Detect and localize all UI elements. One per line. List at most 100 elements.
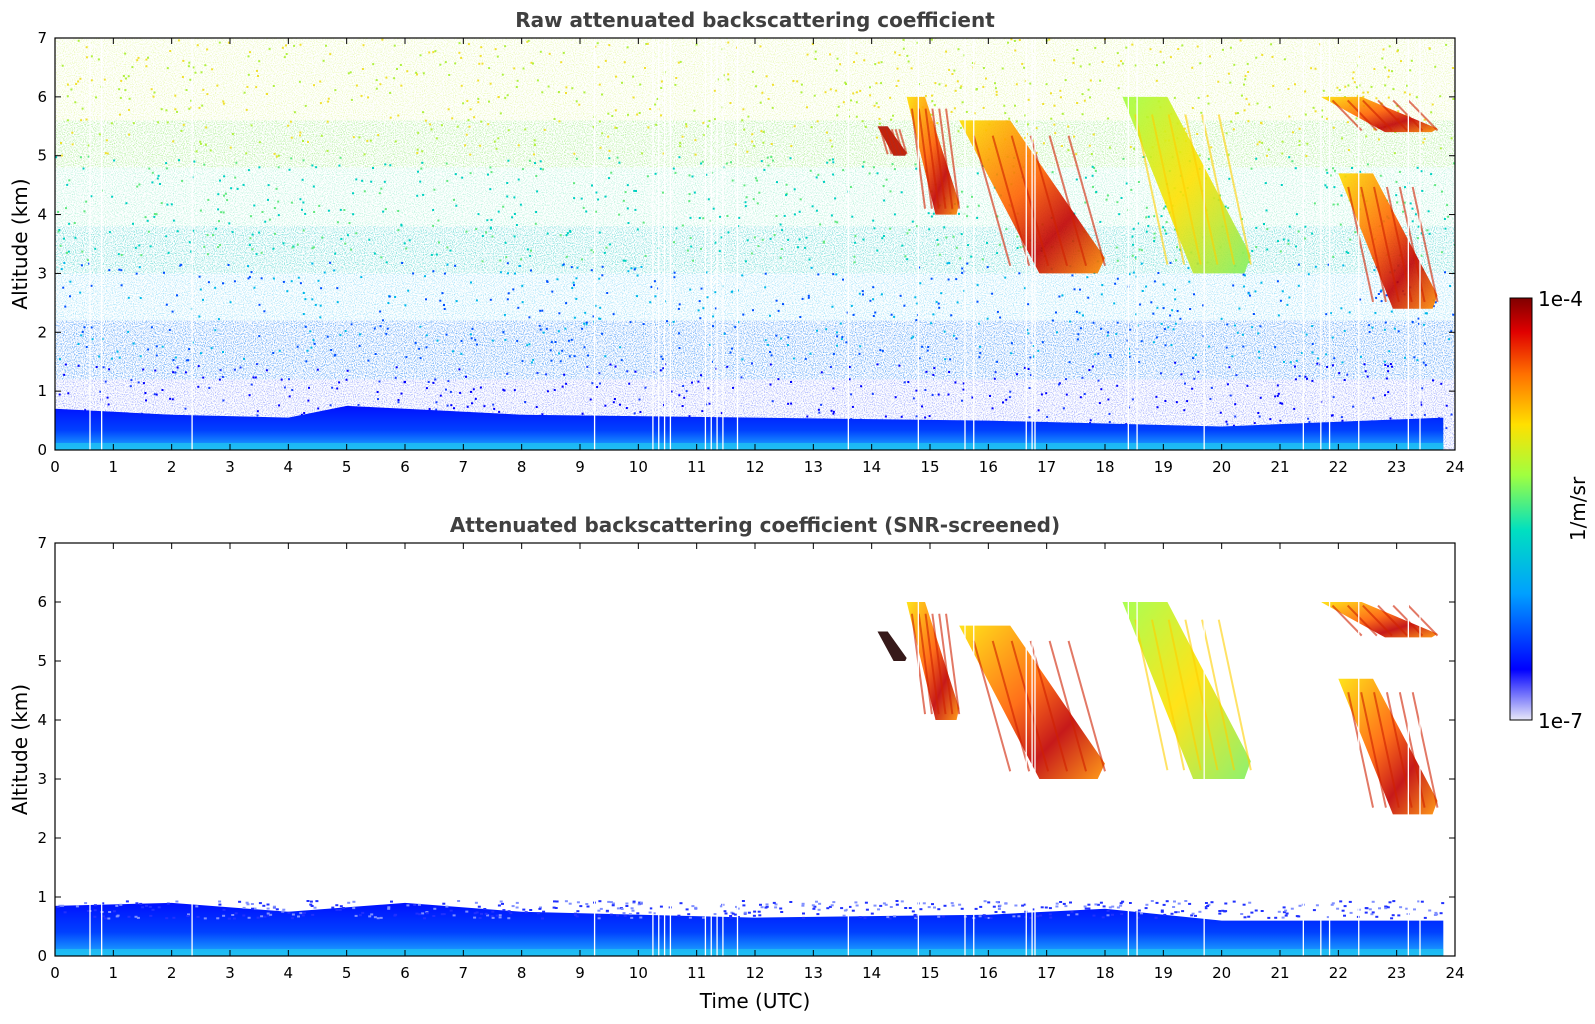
- fringe-speck: [1297, 915, 1301, 918]
- noise-speckle: [660, 355, 663, 358]
- noise-speckle: [61, 64, 64, 67]
- noise-speckle: [1058, 295, 1061, 298]
- noise-speckle: [251, 233, 254, 236]
- noise-speckle: [243, 91, 246, 94]
- noise-speckle: [727, 231, 730, 234]
- noise-speckle: [200, 352, 202, 355]
- noise-speckle: [875, 102, 878, 105]
- noise-speckle: [1162, 307, 1165, 310]
- noise-speckle: [943, 330, 946, 333]
- noise-speckle: [744, 260, 747, 263]
- noise-speckle: [700, 287, 703, 290]
- noise-speckle: [976, 216, 979, 219]
- noise-speckle: [836, 335, 839, 338]
- noise-speckle: [408, 239, 411, 242]
- noise-speckle: [1413, 356, 1416, 359]
- noise-speckle: [203, 163, 206, 166]
- fringe-speck: [1040, 906, 1044, 909]
- noise-speckle: [517, 306, 520, 309]
- noise-speckle: [776, 181, 778, 184]
- noise-speckle: [1373, 128, 1376, 131]
- noise-speckle: [389, 164, 392, 167]
- noise-speckle: [188, 348, 191, 351]
- noise-speckle: [925, 370, 928, 373]
- noise-speckle: [1420, 254, 1423, 257]
- noise-speckle: [750, 252, 753, 255]
- noise-speckle: [1346, 121, 1349, 124]
- noise-speckle: [1395, 194, 1398, 197]
- noise-speckle: [1234, 403, 1237, 406]
- noise-speckle: [145, 58, 148, 61]
- noise-speckle: [1257, 412, 1260, 414]
- noise-speckle: [223, 175, 226, 178]
- noise-speckle: [880, 82, 883, 85]
- cloud-streak: [1407, 604, 1439, 637]
- noise-speckle: [961, 101, 964, 104]
- noise-speckle: [601, 274, 604, 277]
- noise-speckle: [932, 313, 935, 316]
- noise-speckle: [948, 371, 951, 373]
- noise-speckle: [454, 62, 457, 65]
- noise-speckle: [1045, 83, 1048, 86]
- noise-speckle: [725, 162, 728, 165]
- noise-speckle: [951, 73, 954, 75]
- noise-speckle: [855, 115, 858, 118]
- noise-speckle: [1027, 368, 1030, 370]
- noise-speckle: [714, 307, 717, 310]
- noise-speckle: [533, 153, 535, 156]
- noise-speckle: [976, 172, 979, 175]
- noise-speckle: [278, 349, 281, 352]
- fringe-speck: [801, 902, 805, 905]
- noise-speckle: [1344, 85, 1347, 88]
- noise-speckle: [955, 278, 958, 281]
- fringe-speck: [108, 911, 112, 913]
- noise-speckle: [467, 43, 470, 46]
- noise-speckle: [1131, 235, 1134, 238]
- noise-speckle: [1421, 387, 1424, 390]
- fringe-speck: [538, 907, 542, 910]
- fringe-speck: [998, 904, 1002, 907]
- fringe-speck: [1116, 906, 1120, 909]
- noise-speckle: [268, 47, 271, 50]
- noise-speckle: [944, 358, 947, 361]
- noise-speckle: [952, 235, 955, 238]
- noise-speckle: [1384, 321, 1387, 324]
- fringe-speck: [864, 901, 868, 904]
- noise-speckle: [1156, 406, 1159, 409]
- x-tick-label: 22: [1329, 458, 1348, 476]
- noise-speckle: [1393, 152, 1396, 155]
- fringe-speck: [1094, 903, 1098, 906]
- noise-speckle: [1348, 311, 1351, 314]
- noise-speckle: [706, 296, 709, 299]
- noise-speckle: [783, 214, 786, 217]
- noise-speckle: [1128, 347, 1130, 350]
- noise-speckle: [566, 232, 569, 235]
- noise-speckle: [769, 237, 772, 240]
- fringe-speck: [599, 907, 603, 910]
- noise-speckle: [1097, 352, 1100, 355]
- cloud-layer: [877, 96, 1439, 309]
- noise-speckle: [422, 72, 425, 75]
- noise-speckle: [1420, 232, 1423, 235]
- noise-speckle: [573, 316, 576, 319]
- x-tick-label: 23: [1387, 458, 1406, 476]
- noise-speckle: [915, 225, 918, 228]
- noise-speckle: [414, 341, 417, 344]
- noise-speckle: [1336, 86, 1339, 89]
- noise-speckle: [703, 134, 706, 137]
- noise-speckle: [649, 301, 652, 304]
- noise-speckle: [1229, 46, 1232, 49]
- noise-speckle: [150, 326, 153, 329]
- fringe-speck: [984, 916, 988, 919]
- fringe-speck: [231, 914, 235, 916]
- fringe-speck: [242, 914, 246, 917]
- noise-speckle: [350, 248, 353, 251]
- noise-speckle: [901, 244, 904, 247]
- fringe-speck: [186, 915, 190, 917]
- noise-speckle: [1050, 92, 1052, 95]
- noise-speckle: [950, 314, 953, 317]
- noise-speckle: [1134, 64, 1137, 67]
- noise-speckle: [333, 354, 336, 357]
- panel-title-1: Raw attenuated backscattering coefficien…: [515, 8, 995, 32]
